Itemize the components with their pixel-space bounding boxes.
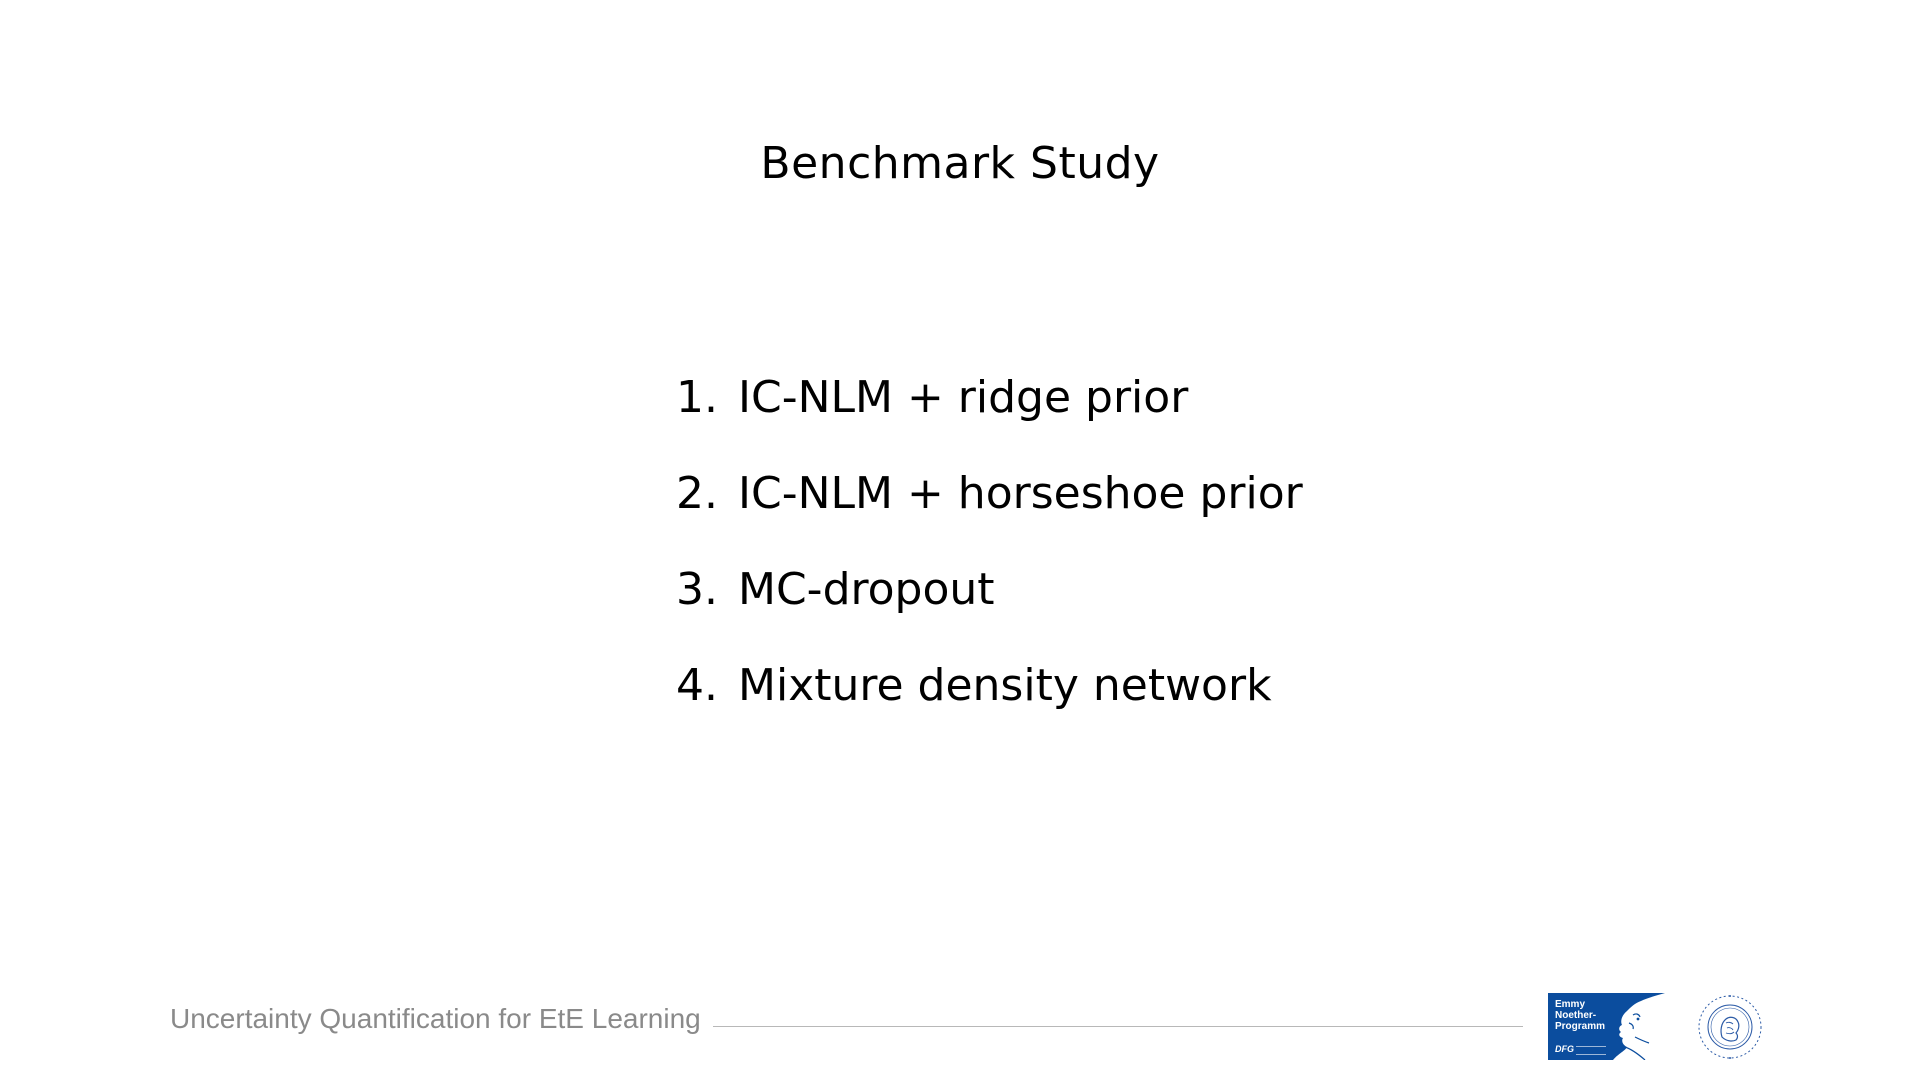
list-item-text: IC-NLM + horseshoe prior [738,468,1303,519]
dfg-subtext-lines [1576,1046,1606,1055]
list-item-text: MC-dropout [738,564,995,615]
dfg-mark: DFG [1555,1044,1574,1054]
footer-divider [713,1026,1523,1027]
emmy-noether-logo-text: Emmy Noether- Programm [1555,999,1606,1032]
list-item: 4. Mixture density network [676,660,1303,756]
list-item: 2. IC-NLM + horseshoe prior [676,468,1303,564]
list-item-number: 2. [676,468,718,519]
list-item-text: IC-NLM + ridge prior [738,372,1189,423]
list-item-text: Mixture density network [738,660,1272,711]
list-item-number: 1. [676,372,718,423]
emmy-noether-logo: Emmy Noether- Programm DFG [1548,993,1665,1060]
humboldt-university-seal-icon [1698,995,1762,1059]
benchmark-list: 1. IC-NLM + ridge prior 2. IC-NLM + hors… [676,372,1303,756]
footer-title: Uncertainty Quantification for EtE Learn… [170,1003,701,1034]
emmy-noether-portrait-icon [1613,993,1665,1060]
list-item: 3. MC-dropout [676,564,1303,660]
list-item: 1. IC-NLM + ridge prior [676,372,1303,468]
list-item-number: 4. [676,660,718,711]
slide-title: Benchmark Study [760,138,1160,189]
list-item-number: 3. [676,564,718,615]
